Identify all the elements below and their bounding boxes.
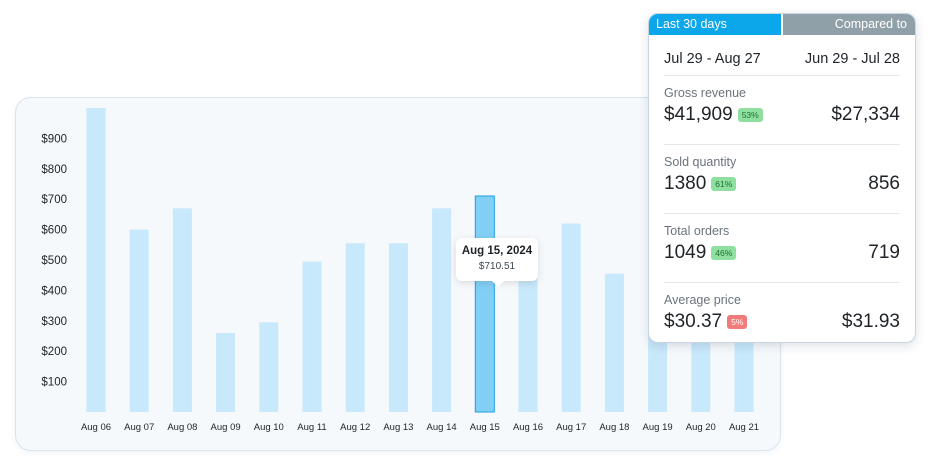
trend-badge: 46% <box>711 246 737 260</box>
trend-badge: 5% <box>727 315 748 329</box>
y-tick-label: $600 <box>41 225 67 237</box>
x-tick-label: Aug 17 <box>556 422 586 433</box>
bar[interactable] <box>259 322 279 412</box>
x-tick-label: Aug 08 <box>167 422 197 433</box>
y-tick-label: $900 <box>41 133 67 145</box>
y-tick-label: $300 <box>41 316 67 328</box>
bar[interactable] <box>345 243 365 412</box>
bar[interactable] <box>86 108 106 412</box>
bar[interactable] <box>172 208 192 412</box>
bar[interactable] <box>518 249 538 412</box>
period-tabs: Last 30 days Compared to <box>649 14 915 35</box>
x-tick-label: Aug 06 <box>81 422 111 433</box>
x-tick-label: Aug 09 <box>211 422 241 433</box>
metric-value: $30.37 <box>664 311 723 332</box>
metric-previous: $27,334 <box>831 104 900 125</box>
x-tick-label: Aug 10 <box>254 422 284 433</box>
metric-label: Gross revenue <box>664 86 746 100</box>
bar[interactable] <box>216 332 236 412</box>
metric-sold-quantity: Sold quantity 1380 61% 856 <box>664 145 900 214</box>
y-tick-label: $100 <box>41 377 67 389</box>
metric-total-orders: Total orders 1049 46% 719 <box>664 214 900 283</box>
metric-label: Average price <box>664 293 741 307</box>
x-tick-label: Aug 16 <box>513 422 543 433</box>
y-tick-label: $500 <box>41 255 67 267</box>
bar[interactable] <box>432 208 452 412</box>
metric-previous: $31.93 <box>841 311 900 332</box>
tab-compared-to[interactable]: Compared to <box>781 14 915 35</box>
tooltip-value: $710.51 <box>478 261 516 272</box>
comparison-panel: Last 30 days Compared to Jul 29 - Aug 27… <box>648 13 916 343</box>
y-tick-label: $800 <box>41 164 67 176</box>
x-tick-label: Aug 14 <box>427 422 457 433</box>
y-tick-label: $200 <box>41 346 67 358</box>
previous-range: Jun 29 - Jul 28 <box>804 51 900 67</box>
x-tick-label: Aug 13 <box>383 422 413 433</box>
current-range: Jul 29 - Aug 27 <box>664 51 761 67</box>
bar[interactable] <box>388 243 408 412</box>
x-tick-label: Aug 19 <box>643 422 673 433</box>
y-tick-label: $400 <box>41 285 67 297</box>
metric-value: 1380 <box>664 173 707 194</box>
metric-label: Total orders <box>664 224 730 238</box>
metric-value: $41,909 <box>664 104 733 125</box>
y-tick-label: $700 <box>41 194 67 206</box>
x-tick-label: Aug 20 <box>686 422 716 433</box>
x-tick-label: Aug 07 <box>124 422 154 433</box>
date-ranges: Jul 29 - Aug 27 Jun 29 - Jul 28 <box>664 51 900 76</box>
bar-tooltip: Aug 15, 2024 $710.51 <box>456 238 538 287</box>
bar-highlighted[interactable] <box>474 195 495 413</box>
metric-average-price: Average price $30.37 5% $31.93 <box>664 283 900 342</box>
x-tick-label: Aug 18 <box>599 422 629 433</box>
metric-previous: 719 <box>868 242 900 263</box>
tab-last-30-days[interactable]: Last 30 days <box>649 14 781 35</box>
trend-badge: 61% <box>711 177 737 191</box>
bar[interactable] <box>129 229 149 412</box>
metric-label: Sold quantity <box>664 155 737 169</box>
x-tick-label: Aug 11 <box>297 422 326 433</box>
bar[interactable] <box>604 273 624 412</box>
metric-value: 1049 <box>664 242 707 263</box>
x-tick-label: Aug 15 <box>470 422 500 433</box>
trend-badge: 53% <box>737 108 763 122</box>
metric-previous: 856 <box>868 173 900 194</box>
x-tick-label: Aug 12 <box>340 422 370 433</box>
x-tick-label: Aug 21 <box>729 422 759 433</box>
bar[interactable] <box>561 223 581 412</box>
tooltip-date: Aug 15, 2024 <box>461 245 533 257</box>
metric-gross-revenue: Gross revenue $41,909 53% $27,334 <box>664 76 900 145</box>
bar[interactable] <box>302 261 322 412</box>
